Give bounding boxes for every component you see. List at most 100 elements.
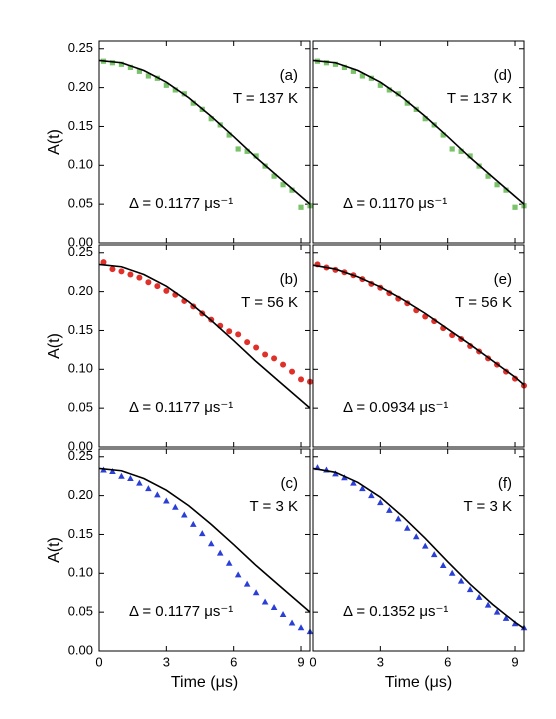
- data-point: [243, 580, 251, 587]
- data-point: [475, 593, 483, 600]
- data-point: [235, 146, 241, 152]
- data-point: [439, 562, 447, 569]
- y-tick-label: 0.00: [68, 234, 93, 249]
- data-point: [136, 479, 143, 486]
- y-tick-label: 0.05: [68, 604, 93, 619]
- panel-label: (a): [280, 67, 298, 84]
- panel-label: (d): [494, 67, 512, 84]
- panel: 0.00 0.05 0.10 0.15 0.20 0.25 0 3 6 9 (c) T = 3 K Δ …: [46, 448, 314, 691]
- data-point: [118, 472, 125, 479]
- data-point: [297, 624, 305, 631]
- data-point: [430, 551, 438, 558]
- data-point: [136, 274, 143, 281]
- y-tick-label: 0.00: [68, 642, 93, 657]
- temperature: T = 137 K: [447, 90, 512, 107]
- data-point: [394, 515, 402, 522]
- data-point: [368, 492, 375, 499]
- data-point: [449, 146, 455, 152]
- data-point: [457, 577, 465, 584]
- fit-curve: [98, 59, 311, 205]
- data-point: [270, 603, 278, 610]
- x-axis-label: Time (μs): [171, 674, 238, 691]
- data-point: [359, 485, 366, 492]
- data-point: [431, 318, 438, 325]
- data-point: [189, 520, 197, 527]
- data-point: [280, 182, 286, 188]
- data-point: [154, 491, 161, 498]
- y-tick-label: 0.25: [68, 244, 93, 259]
- temperature: T = 56 K: [241, 294, 298, 311]
- data-point: [271, 355, 278, 362]
- y-tick-label: 0.20: [68, 283, 93, 298]
- x-tick-label: 9: [511, 654, 518, 669]
- delta: Δ = 0.1170 μs⁻¹: [343, 195, 447, 212]
- panel: 0 3 6 9 (f) T = 3 K Δ = 0.1352 μs⁻¹ Time (μs): [309, 448, 528, 691]
- temperature: T = 56 K: [455, 294, 512, 311]
- panel-label: (e): [494, 271, 512, 288]
- y-tick-label: 0.20: [68, 487, 93, 502]
- y-tick-label: 0.10: [68, 361, 93, 376]
- y-tick-label: 0.20: [68, 79, 93, 94]
- data-point: [127, 64, 134, 71]
- temperature: T = 3 K: [249, 498, 298, 515]
- data-point: [289, 368, 296, 375]
- panel-label: (c): [281, 475, 299, 492]
- x-tick-label: 9: [297, 654, 304, 669]
- data-point: [172, 87, 178, 93]
- data-point: [163, 497, 170, 504]
- data-point: [386, 87, 392, 93]
- data-point: [235, 331, 242, 338]
- data-point: [467, 153, 473, 159]
- data-point: [252, 589, 260, 596]
- panel-label: (b): [280, 271, 298, 288]
- data-point: [485, 173, 491, 179]
- data-point: [127, 475, 134, 482]
- data-point: [440, 132, 446, 138]
- y-tick-label: 0.15: [68, 526, 93, 541]
- fit-curve: [312, 467, 525, 630]
- data-point: [226, 132, 232, 138]
- data-point: [253, 344, 260, 351]
- data-point: [163, 82, 169, 88]
- data-point: [109, 468, 116, 475]
- data-point: [244, 339, 251, 346]
- y-tick-label: 0.10: [68, 157, 93, 172]
- plot-frame: [98, 244, 311, 448]
- x-tick-label: 6: [444, 654, 451, 669]
- y-tick-label: 0.15: [68, 322, 93, 337]
- data-point: [225, 559, 233, 566]
- x-tick-label: 6: [230, 654, 237, 669]
- data-point: [109, 266, 116, 273]
- data-point: [350, 68, 357, 74]
- y-axis-label: A(t): [46, 537, 63, 563]
- data-point: [216, 549, 224, 556]
- data-point: [493, 608, 501, 615]
- data-point: [298, 204, 304, 210]
- data-point: [341, 64, 348, 71]
- data-point: [163, 287, 170, 294]
- data-point: [512, 204, 518, 210]
- data-point: [377, 499, 384, 506]
- panel: (d) T = 137 K Δ = 0.1170 μs⁻¹: [312, 40, 527, 244]
- delta: Δ = 0.0934 μs⁻¹: [343, 399, 448, 416]
- data-point: [503, 187, 509, 193]
- data-point: [244, 148, 250, 154]
- data-point: [145, 485, 152, 492]
- x-tick-label: 3: [377, 654, 384, 669]
- data-point: [154, 283, 161, 290]
- data-point: [386, 506, 393, 513]
- temperature: T = 137 K: [233, 90, 298, 107]
- data-point: [512, 375, 519, 382]
- data-point: [421, 542, 429, 549]
- y-tick-label: 0.25: [68, 40, 93, 55]
- data-point: [118, 61, 125, 67]
- delta: Δ = 0.1177 μs⁻¹: [129, 195, 233, 212]
- y-tick-label: 0.00: [68, 438, 93, 453]
- x-tick-label: 0: [309, 654, 316, 669]
- data-point: [494, 182, 500, 188]
- data-point: [261, 598, 269, 605]
- data-point: [198, 530, 206, 537]
- data-point: [207, 540, 215, 547]
- plot-frame: [98, 448, 311, 652]
